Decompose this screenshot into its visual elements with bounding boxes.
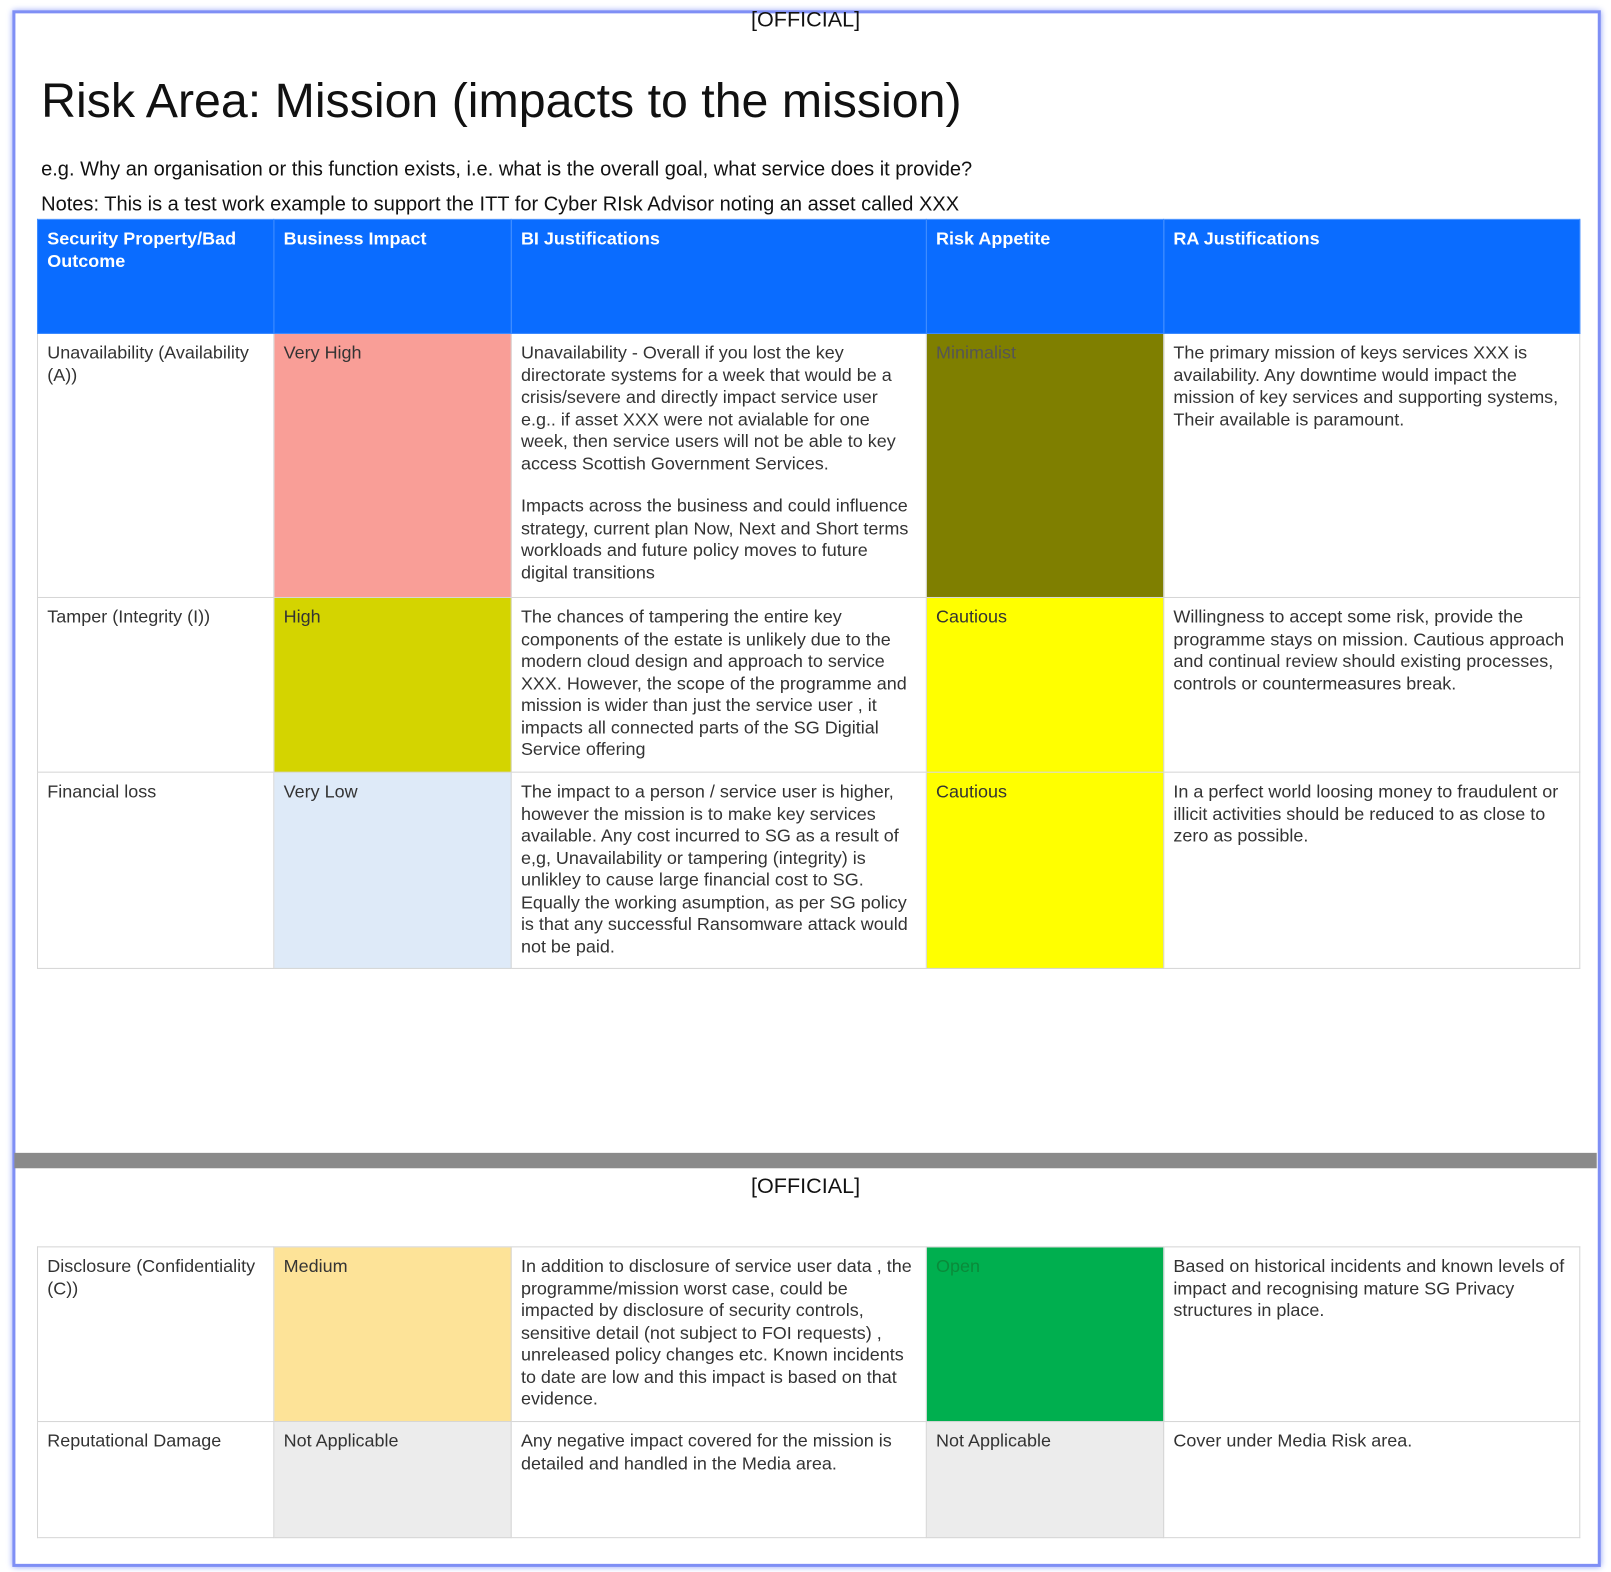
bi-justification-paragraph: Unavailability - Overall if you lost the… (520, 342, 896, 474)
bi-justification-paragraph: The impact to a person / service user is… (520, 780, 908, 957)
subtitle: e.g. Why an organisation or this functio… (41, 158, 973, 181)
bi-justification-paragraph: In addition to disclosure of service use… (520, 1255, 912, 1409)
table-row: Reputational Damage Not Applicable Any neg… (36, 1421, 1581, 1539)
business-impact-cell: High (273, 596, 512, 773)
bi-justification-cell: In addition to disclosure of service use… (510, 1246, 927, 1423)
notes: Notes: This is a test work example to su… (41, 193, 960, 216)
table-row: Financial loss Very Low The impact to a pe… (36, 771, 1581, 969)
table-row: Tamper (Integrity (I)) High The chances of… (36, 596, 1581, 773)
table-row: Unavailability (Availability (A)) Very Hi… (36, 332, 1581, 599)
business-impact-cell: Very Low (273, 771, 512, 969)
business-impact-cell: Very High (273, 332, 512, 599)
risk-appetite-cell: Not Applicable (925, 1421, 1165, 1539)
risk-table: Security Property/Bad Outcome Business I… (36, 218, 1581, 969)
bi-justification-cell: Any negative impact covered for the miss… (510, 1421, 927, 1539)
column-header-outcome: Security Property/Bad Outcome (36, 218, 275, 334)
risk-appetite-cell: Open (925, 1246, 1165, 1423)
table-row: Disclosure (Confidentiality (C)) Medium In… (36, 1246, 1581, 1423)
outcome-cell: Unavailability (Availability (A)) (36, 332, 275, 599)
bi-justification-cell: Unavailability - Overall if you lost the… (510, 332, 927, 599)
risk-appetite-cell: Minimalist (925, 332, 1165, 599)
column-header-business-impact: Business Impact (273, 218, 512, 334)
table-header-row: Security Property/Bad Outcome Business I… (36, 218, 1581, 334)
classification-header: [OFFICIAL] (751, 8, 861, 32)
bi-justification-paragraph: Impacts across the business and could in… (520, 495, 909, 583)
outcome-cell: Disclosure (Confidentiality (C)) (36, 1246, 275, 1423)
page-break (14, 1152, 1597, 1169)
bi-justification-cell: The impact to a person / service user is… (510, 771, 927, 969)
risk-appetite-cell: Cautious (925, 771, 1165, 969)
business-impact-cell: Medium (273, 1246, 512, 1423)
outcome-cell: Tamper (Integrity (I)) (36, 596, 275, 773)
outcome-cell: Reputational Damage (36, 1421, 275, 1539)
bi-justification-paragraph: Any negative impact covered for the miss… (520, 1430, 892, 1473)
risk-appetite-cell: Cautious (925, 596, 1165, 773)
column-header-bi-justifications: BI Justifications (510, 218, 927, 334)
page-title: Risk Area: Mission (impacts to the missi… (41, 72, 962, 128)
business-impact-cell: Not Applicable (273, 1421, 512, 1539)
risk-table-continued: Disclosure (Confidentiality (C)) Medium In… (36, 1246, 1581, 1539)
ra-justification-cell: In a perfect world loosing money to frau… (1163, 771, 1581, 969)
bi-justification-cell: The chances of tampering the entire key … (510, 596, 927, 773)
outcome-cell: Financial loss (36, 771, 275, 969)
classification-header-page-2: [OFFICIAL] (751, 1174, 861, 1199)
bi-justification-paragraph: The chances of tampering the entire key … (520, 606, 907, 760)
ra-justification-cell: Cover under Media Risk area. (1163, 1421, 1581, 1539)
ra-justification-cell: Based on historical incidents and known … (1163, 1246, 1581, 1423)
ra-justification-cell: The primary mission of keys services XXX… (1163, 332, 1581, 599)
ra-justification-cell: Willingness to accept some risk, provide… (1163, 596, 1581, 773)
column-header-risk-appetite: Risk Appetite (925, 218, 1165, 334)
column-header-ra-justifications: RA Justifications (1163, 218, 1581, 334)
